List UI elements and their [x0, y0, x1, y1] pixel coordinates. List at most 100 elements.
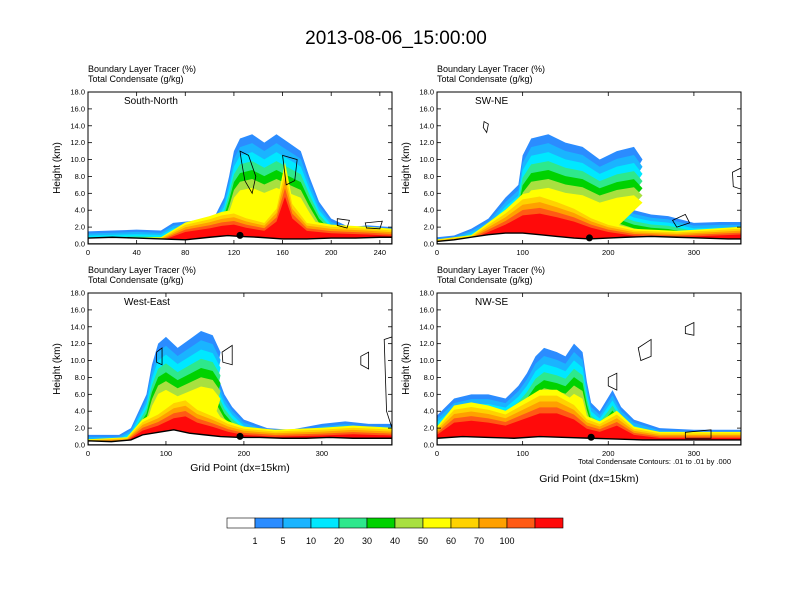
tracer-core-band-2: [88, 170, 392, 244]
y-tick-label: 2.0: [424, 424, 434, 433]
terrain: [88, 234, 392, 244]
y-tick-label: 2.0: [75, 223, 85, 232]
page-title: 2013-08-06_15:00:00: [305, 28, 487, 49]
condensate-contour: [221, 344, 233, 366]
x-tick-label: 0: [86, 449, 90, 458]
legend-label: 10: [306, 536, 316, 546]
color-legend: 1 5 10 20 30 40 50 60 70 100: [226, 517, 564, 546]
legend-swatch: [366, 517, 396, 529]
legend-label: 70: [474, 536, 484, 546]
y-axis-label: Height (km): [401, 142, 412, 194]
x-tick-label: 120: [228, 248, 241, 257]
y-tick-label: 4.0: [424, 206, 434, 215]
legend-swatch: [254, 517, 284, 529]
condensate-contour: [637, 338, 652, 362]
legend-label: 40: [390, 536, 400, 546]
legend-label: 50: [418, 536, 428, 546]
y-tick-label: 8.0: [424, 172, 434, 181]
legend-swatch: [310, 517, 340, 529]
y-tick-label: 4.0: [75, 206, 85, 215]
x-tick-label: 0: [86, 248, 90, 257]
condensate-contour: [671, 213, 691, 228]
condensate-contour: [360, 351, 370, 370]
panel-label: West-East: [124, 297, 170, 308]
x-tick-label: 300: [316, 449, 329, 458]
y-tick-label: 6.0: [75, 390, 85, 399]
y-tick-label: 10.0: [419, 356, 434, 365]
y-tick-label: 18.0: [419, 88, 434, 97]
legend-swatch: [394, 517, 424, 529]
panel-label: NW-SE: [475, 297, 508, 308]
panel-title-tracer: Boundary Layer Tracer (%): [88, 265, 196, 275]
y-tick-label: 0.0: [424, 441, 434, 450]
condensate-contour: [482, 120, 489, 134]
y-tick-label: 2.0: [75, 424, 85, 433]
x-tick-label: 200: [238, 449, 251, 458]
x-tick-label: 0: [435, 449, 439, 458]
terrain: [437, 435, 741, 445]
panel-title-tracer: Boundary Layer Tracer (%): [437, 265, 545, 275]
y-tick-label: 8.0: [75, 373, 85, 382]
x-tick-label: 240: [374, 248, 387, 257]
panel-plot-area: [437, 120, 741, 244]
legend-label: 30: [362, 536, 372, 546]
location-marker: [236, 231, 244, 239]
y-tick-label: 12.0: [419, 138, 434, 147]
y-tick-label: 18.0: [70, 88, 85, 97]
condensate-contour: [684, 321, 695, 336]
y-tick-label: 6.0: [424, 390, 434, 399]
condensate-contour: [732, 167, 741, 190]
panel-label: South-North: [124, 96, 178, 107]
y-axis-label: Height (km): [401, 343, 412, 395]
x-axis-label: Grid Point (dx=15km): [190, 462, 290, 474]
condensate-contour: [282, 154, 298, 186]
y-tick-label: 18.0: [419, 289, 434, 298]
y-tick-label: 8.0: [424, 373, 434, 382]
tracer-core-band-3: [88, 179, 392, 244]
x-tick-label: 40: [132, 248, 140, 257]
y-tick-label: 12.0: [419, 339, 434, 348]
panel-title-condensate: Total Condensate (g/kg): [437, 74, 533, 84]
legend-label: 100: [499, 536, 514, 546]
y-tick-label: 16.0: [419, 305, 434, 314]
y-axis-label: Height (km): [52, 142, 63, 194]
y-tick-label: 8.0: [75, 172, 85, 181]
y-tick-label: 16.0: [419, 104, 434, 113]
legend-swatch: [422, 517, 452, 529]
panel-sw-ne: 0.0 2.0 4.0 6.0 8.0 10.0 12.0 14.0 16.0 18.0 0 100 2…: [401, 64, 742, 257]
panel-title-condensate: Total Condensate (g/kg): [88, 275, 184, 285]
y-tick-label: 6.0: [75, 189, 85, 198]
panel-south-north: 0.0 2.0 4.0 6.0 8.0 10.0 12.0 14.0 16.0 18.0 0 40 80…: [52, 64, 393, 257]
x-tick-label: 200: [602, 449, 615, 458]
panel-label: SW-NE: [475, 96, 508, 107]
location-marker: [236, 432, 244, 440]
y-tick-label: 12.0: [70, 339, 85, 348]
y-tick-label: 10.0: [70, 356, 85, 365]
x-tick-label: 300: [688, 449, 701, 458]
panel-plot-area: [88, 134, 392, 244]
panel-title-tracer: Boundary Layer Tracer (%): [88, 64, 196, 74]
legend-label: 5: [280, 536, 285, 546]
y-tick-label: 6.0: [424, 189, 434, 198]
x-tick-label: 200: [602, 248, 615, 257]
x-tick-label: 160: [276, 248, 289, 257]
condensate-contour: [607, 372, 618, 391]
x-axis-label: Grid Point (dx=15km): [539, 473, 639, 485]
legend-swatch: [450, 517, 480, 529]
x-tick-label: 200: [325, 248, 338, 257]
y-tick-label: 4.0: [424, 407, 434, 416]
tracer-core-band-5: [437, 413, 741, 445]
y-tick-label: 14.0: [419, 121, 434, 130]
terrain: [437, 232, 741, 244]
tracer-core-band-5: [88, 196, 392, 244]
legend-swatch: [506, 517, 536, 529]
condensate-contour: [239, 150, 257, 195]
y-tick-label: 0.0: [75, 240, 85, 249]
tracer-core-band-1: [88, 162, 392, 244]
condensate-contour: [364, 220, 383, 230]
legend-label: 20: [334, 536, 344, 546]
condensate-contour: [156, 347, 163, 366]
y-tick-label: 2.0: [424, 223, 434, 232]
y-tick-label: 12.0: [70, 138, 85, 147]
panel-plot-area: [88, 331, 392, 445]
